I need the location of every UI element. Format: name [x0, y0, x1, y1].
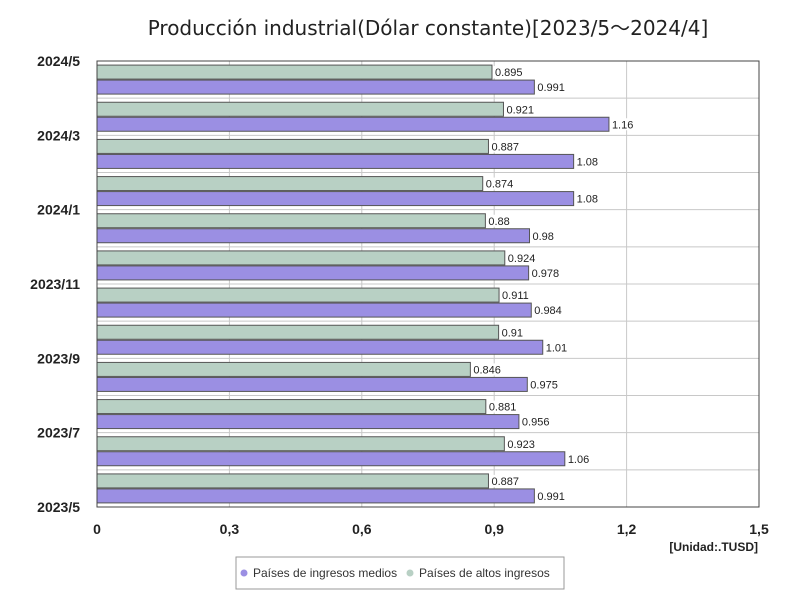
legend: Países de ingresos medios Países de altos…	[235, 556, 565, 590]
data-label: 0.895	[495, 67, 523, 79]
data-label: 0.984	[534, 305, 562, 317]
x-tick-label: 1,5	[749, 521, 769, 537]
data-label: 1.08	[577, 194, 598, 206]
bar-ingresos-medios	[96, 488, 535, 504]
data-label: 1.08	[577, 156, 598, 168]
data-label-background	[535, 489, 571, 502]
data-label-background	[504, 103, 540, 116]
data-label: 0.88	[488, 216, 509, 228]
y-tick-label: 2023/7	[37, 425, 80, 441]
data-label: 0.923	[507, 439, 535, 451]
data-label-background	[489, 140, 525, 153]
data-label-background	[486, 400, 522, 413]
x-tick-label: 0,6	[352, 521, 372, 537]
grid-lines	[97, 61, 759, 507]
legend-box	[235, 556, 565, 590]
unit-label: [Unidad:.TUSD]	[669, 540, 758, 554]
bar-altos-ingresos	[96, 473, 489, 489]
data-label-background	[519, 415, 555, 428]
data-label-background	[543, 341, 573, 354]
y-tick-label: 2024/1	[37, 202, 80, 218]
bar-altos-ingresos	[96, 436, 505, 452]
data-label: 0.846	[473, 364, 501, 376]
bar-ingresos-medios	[96, 339, 544, 355]
x-tick-label: 0	[93, 521, 101, 537]
data-label-background	[574, 192, 604, 205]
data-label-background	[574, 155, 604, 168]
bar-ingresos-medios	[96, 302, 532, 318]
legend-label: Países de altos ingresos	[419, 566, 550, 580]
data-label-background	[529, 266, 565, 279]
bar-altos-ingresos	[96, 64, 493, 80]
bar-ingresos-medios	[96, 376, 528, 392]
data-label: 0.975	[530, 379, 558, 391]
data-label-background	[492, 66, 528, 79]
data-label-background	[500, 289, 536, 302]
y-tick-label: 2024/5	[37, 53, 80, 69]
data-label: 0.978	[532, 268, 560, 280]
data-label: 1.01	[546, 342, 567, 354]
data-label: 0.98	[533, 231, 554, 243]
data-label: 0.911	[502, 290, 529, 302]
data-label: 1.06	[568, 454, 589, 466]
bar-ingresos-medios	[96, 414, 520, 430]
y-axis-tick-labels: 2023/5 2023/7 2023/9 2023/11 2024/1 2024/3 202…	[30, 53, 80, 515]
data-label-background	[505, 437, 541, 450]
data-label-background	[499, 326, 529, 339]
bar-ingresos-medios	[96, 191, 575, 207]
data-label-background	[483, 177, 519, 190]
data-label: 0.91	[502, 327, 523, 339]
x-tick-label: 0,3	[220, 521, 240, 537]
bar-altos-ingresos	[96, 138, 489, 154]
data-label-background	[565, 452, 595, 465]
bar-ingresos-medios	[96, 116, 610, 132]
data-label-background	[471, 363, 507, 376]
y-tick-label: 2023/5	[37, 499, 80, 515]
data-label: 0.887	[491, 476, 519, 488]
x-tick-label: 1,2	[617, 521, 637, 537]
bar-ingresos-medios	[96, 228, 531, 244]
bar-altos-ingresos	[96, 213, 486, 229]
data-label: 0.874	[486, 179, 514, 191]
data-label: 0.921	[506, 104, 534, 116]
y-tick-label: 2023/9	[37, 350, 80, 366]
bar-altos-ingresos	[96, 250, 506, 266]
data-label-background	[535, 81, 571, 94]
legend-marker	[240, 569, 248, 577]
data-label-background	[530, 229, 560, 242]
y-tick-label: 2024/3	[37, 127, 80, 143]
x-tick-label: 0,9	[484, 521, 504, 537]
bar-ingresos-medios	[96, 265, 530, 281]
bar-altos-ingresos	[96, 287, 500, 303]
data-label: 0.881	[489, 402, 517, 414]
bar-altos-ingresos	[96, 324, 500, 340]
x-axis-tick-labels: 0 0,3 0,6 0,9 1,2 1,5	[93, 521, 769, 537]
bar-ingresos-medios	[96, 79, 535, 95]
bar-ingresos-medios	[96, 153, 575, 169]
legend-label: Países de ingresos medios	[253, 566, 397, 580]
plot-area-border	[96, 60, 760, 508]
data-label: 0.887	[491, 141, 519, 153]
bar-altos-ingresos	[96, 361, 471, 377]
data-label-background	[505, 251, 541, 264]
bar-ingresos-medios	[96, 451, 566, 467]
data-label: 1.16	[612, 119, 633, 131]
legend-marker	[406, 569, 414, 577]
bar-altos-ingresos	[96, 399, 487, 415]
data-label-background	[528, 378, 564, 391]
data-label-background	[609, 118, 639, 131]
data-label-background	[486, 214, 516, 227]
bars: 0.887 0.991 0.923 1.06 0.881 0.956 0.846 0.975 0…	[96, 64, 639, 504]
data-label: 0.991	[537, 82, 565, 94]
bar-altos-ingresos	[96, 176, 484, 192]
bar-altos-ingresos	[96, 101, 504, 117]
data-label: 0.991	[537, 491, 565, 503]
data-label-background	[489, 474, 525, 487]
data-label-background	[532, 304, 568, 317]
chart-title: Producción industrial(Dólar constante)[2…	[148, 16, 709, 40]
y-tick-label: 2023/11	[30, 276, 80, 292]
data-label: 0.956	[522, 417, 550, 429]
data-label: 0.924	[508, 253, 536, 265]
